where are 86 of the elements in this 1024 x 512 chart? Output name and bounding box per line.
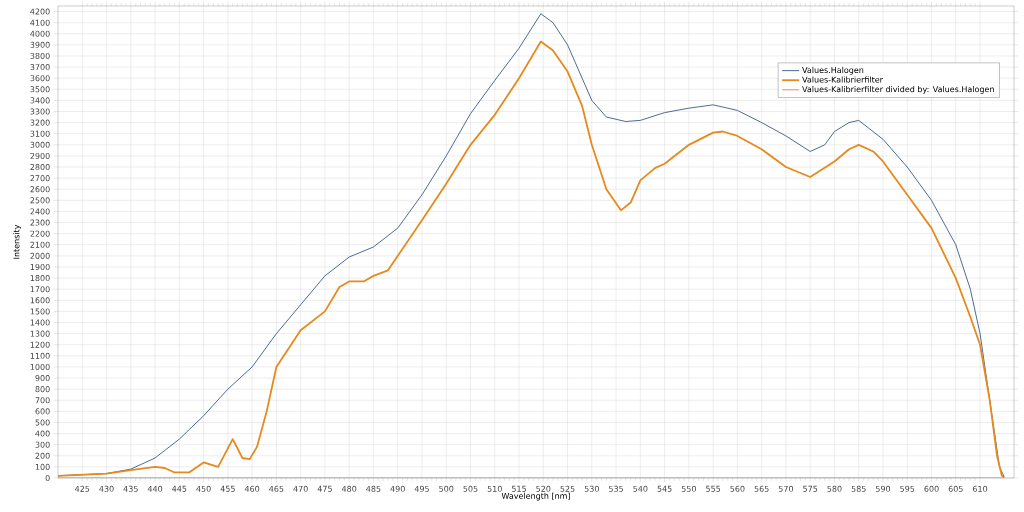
legend-label: Values.Halogen xyxy=(802,66,864,75)
y-tick-label: 3100 xyxy=(30,130,50,137)
x-tick-label: 545 xyxy=(657,485,672,492)
legend-label: Values-Kalibrierfilter xyxy=(802,76,883,83)
y-tick-label: 900 xyxy=(35,375,50,382)
y-tick-label: 3500 xyxy=(30,86,50,93)
y-tick-label: 200 xyxy=(35,452,50,459)
y-tick-label: 2600 xyxy=(30,186,50,193)
x-tick-label: 470 xyxy=(293,485,308,492)
x-tick-label: 595 xyxy=(900,485,915,492)
x-tick-label: 450 xyxy=(196,485,211,492)
y-tick-label: 2000 xyxy=(30,252,50,259)
y-tick-label: 800 xyxy=(35,386,50,393)
y-tick-label: 600 xyxy=(35,408,50,415)
x-tick-label: 580 xyxy=(827,485,842,492)
x-tick-label: 530 xyxy=(584,485,599,492)
x-tick-label: 555 xyxy=(706,485,721,492)
y-tick-label: 3000 xyxy=(30,141,50,148)
x-tick-label: 440 xyxy=(147,485,163,492)
x-tick-label: 550 xyxy=(681,485,696,492)
x-tick-label: 590 xyxy=(875,485,891,492)
x-tick-label: 425 xyxy=(75,485,90,492)
y-tick-label: 3900 xyxy=(30,41,50,48)
x-tick-label: 585 xyxy=(851,485,866,492)
x-tick-label: 445 xyxy=(172,485,187,492)
y-tick-label: 3200 xyxy=(30,119,50,126)
x-tick-label: 430 xyxy=(99,485,114,492)
y-tick-label: 1200 xyxy=(30,341,50,348)
x-tick-label: 455 xyxy=(220,485,235,492)
y-tick-label: 1500 xyxy=(30,308,50,315)
y-tick-label: 4000 xyxy=(30,30,50,37)
y-tick-label: 500 xyxy=(35,419,50,426)
x-tick-label: 460 xyxy=(244,485,260,492)
y-tick-label: 300 xyxy=(35,441,50,448)
x-tick-label: 605 xyxy=(948,485,963,492)
y-tick-label: 1700 xyxy=(30,286,50,293)
x-tick-label: 510 xyxy=(487,485,502,492)
x-tick-label: 490 xyxy=(390,485,405,492)
y-tick-label: 1300 xyxy=(30,330,50,337)
x-tick-label: 610 xyxy=(972,485,988,492)
y-tick-label: 3600 xyxy=(30,75,50,82)
x-tick-label: 540 xyxy=(633,485,648,492)
y-tick-label: 2400 xyxy=(30,208,50,215)
y-tick-label: 3700 xyxy=(30,64,50,71)
y-tick-label: 700 xyxy=(35,397,50,404)
y-tick-label: 2500 xyxy=(30,197,50,204)
y-tick-label: 1900 xyxy=(30,263,50,271)
y-tick-label: 4200 xyxy=(30,8,50,15)
x-tick-label: 465 xyxy=(269,485,284,492)
y-axis-title: Intensity xyxy=(13,224,21,259)
y-tick-label: 1400 xyxy=(30,319,50,326)
x-tick-label: 560 xyxy=(730,485,745,492)
y-tick-label: 4100 xyxy=(30,19,50,26)
legend-label: Values-Kalibrierfilter divided by: Values.Halogen xyxy=(802,86,994,94)
y-tick-label: 2800 xyxy=(30,164,50,171)
x-tick-label: 515 xyxy=(512,485,526,492)
x-tick-label: 575 xyxy=(803,485,818,492)
y-tick-label: 1800 xyxy=(30,275,50,282)
x-tick-label: 435 xyxy=(123,485,138,492)
y-tick-label: 3300 xyxy=(30,108,50,115)
y-tick-label: 3800 xyxy=(30,52,50,59)
y-tick-label: 1000 xyxy=(30,363,50,370)
x-tick-label: 485 xyxy=(366,485,381,492)
y-tick-label: 400 xyxy=(35,430,50,437)
y-tick-label: 1100 xyxy=(30,352,50,359)
x-tick-label: 495 xyxy=(414,485,429,492)
y-tick-label: 2700 xyxy=(30,175,50,182)
x-tick-label: 505 xyxy=(463,485,478,492)
x-tick-label: 600 xyxy=(924,485,939,492)
x-tick-label: 565 xyxy=(754,485,769,492)
x-tick-label: 480 xyxy=(341,485,357,492)
x-tick-label: 520 xyxy=(536,485,551,492)
x-tick-label: 475 xyxy=(317,485,332,492)
x-axis-title: Wavelength [nm] xyxy=(501,492,570,501)
y-tick-label: 2100 xyxy=(30,241,50,248)
y-tick-label: 3400 xyxy=(30,97,50,104)
y-tick-label: 2300 xyxy=(30,219,50,226)
x-tick-label: 570 xyxy=(778,485,794,492)
y-tick-label: 2200 xyxy=(30,230,50,237)
y-tick-label: 100 xyxy=(35,463,50,470)
x-tick-label: 525 xyxy=(560,485,575,492)
x-tick-label: 535 xyxy=(609,485,624,492)
y-tick-label: 0 xyxy=(45,474,50,482)
y-tick-label: 2900 xyxy=(30,152,50,159)
y-tick-label: 1600 xyxy=(30,297,50,304)
x-tick-label: 500 xyxy=(439,485,454,492)
